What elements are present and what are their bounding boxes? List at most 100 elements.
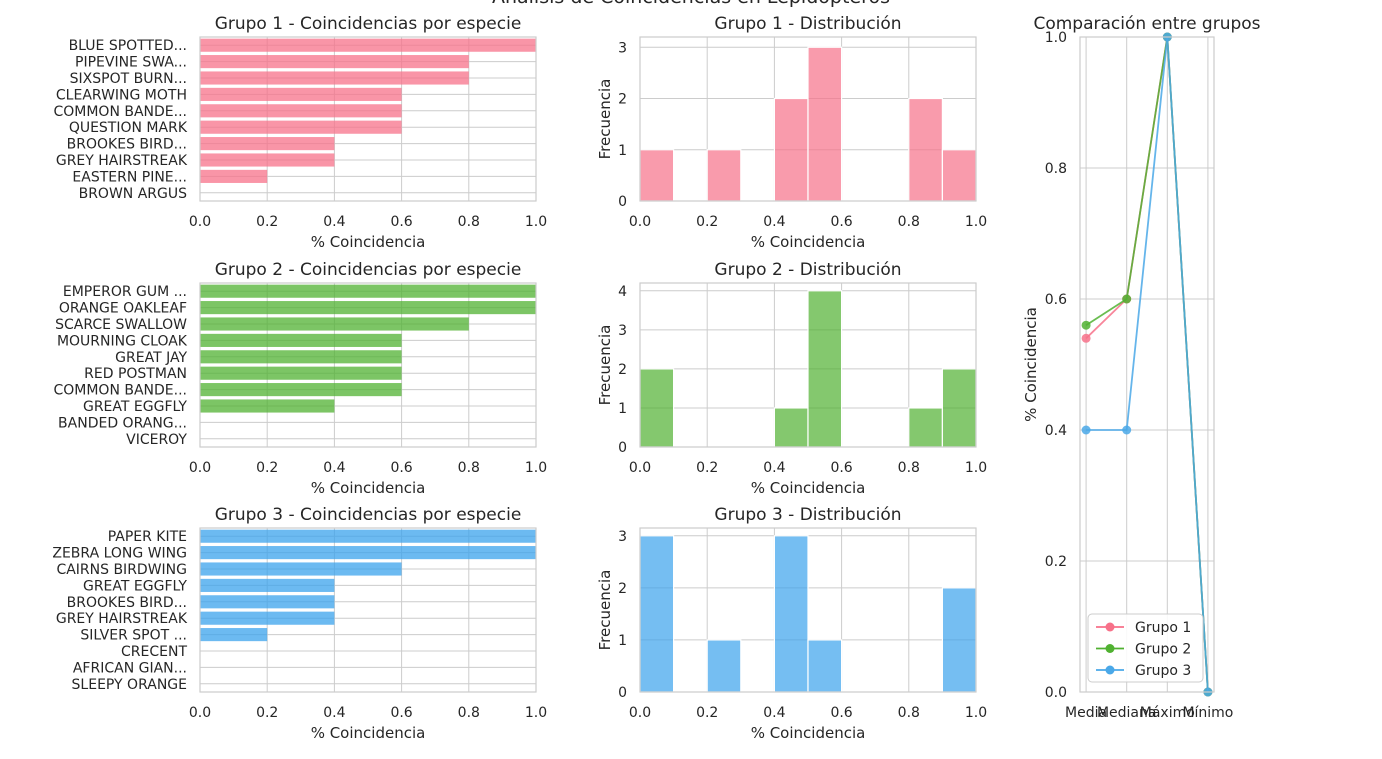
x-tick-label: 0.8: [458, 705, 480, 721]
y-tick-label: 3: [618, 40, 627, 56]
x-axis-label: % Coincidencia: [311, 233, 426, 251]
x-tick-label: 0.0: [189, 214, 211, 230]
category-label: CLEARWING MOTH: [56, 87, 187, 103]
category-label: SILVER SPOT ...: [80, 628, 187, 644]
bar: [200, 55, 469, 69]
x-tick-label: 0.2: [696, 460, 718, 476]
x-tick-label: 1.0: [965, 460, 987, 476]
legend-swatch-marker: [1105, 665, 1115, 675]
x-tick-label: Máximo: [1140, 705, 1195, 721]
x-tick-label: 0.8: [898, 214, 920, 230]
y-tick-label: 0.4: [1045, 423, 1067, 439]
x-tick-label: 1.0: [525, 460, 547, 476]
bar: [200, 628, 268, 642]
y-axis-label: Frecuencia: [596, 570, 614, 651]
x-tick-label: Media: [1065, 705, 1107, 721]
bar: [200, 578, 335, 592]
y-tick-label: 0.2: [1045, 554, 1067, 570]
x-tick-label: 0.8: [458, 214, 480, 230]
series-point: [1081, 333, 1091, 343]
category-label: ZEBRA LONG WING: [52, 546, 187, 562]
category-label: CRECENT: [121, 644, 187, 660]
x-tick-label: 0.0: [629, 705, 651, 721]
bar: [200, 38, 536, 52]
x-axis-label: % Coincidencia: [311, 479, 426, 497]
histogram-bar: [908, 407, 943, 448]
category-label: BROOKES BIRD...: [67, 595, 187, 611]
histogram-bar: [908, 97, 943, 202]
x-tick-label: Mínimo: [1182, 705, 1233, 721]
x-tick-label: Mediana: [1097, 705, 1157, 721]
histogram-bar: [773, 97, 809, 202]
legend-box: [1087, 613, 1204, 683]
y-tick-label: 3: [618, 323, 627, 339]
legend-swatch-marker: [1105, 644, 1115, 653]
category-label: BANDED ORANG...: [58, 415, 187, 431]
bar-panel-grupo2: 0.0 0.2 0.4 0.6 0.8 1.0 EMPEROR GUM ...ORANGE …: [53, 260, 547, 497]
axes-frame: [639, 282, 977, 448]
histogram-bar: [941, 587, 977, 693]
y-tick-label: 2: [618, 92, 627, 108]
x-tick-label: 0.8: [898, 460, 920, 476]
y-tick-label: 4: [618, 284, 627, 300]
bar: [200, 104, 402, 118]
x-tick-label: 0.2: [696, 214, 718, 230]
x-tick-label: 0.2: [256, 460, 278, 476]
panel-title: Grupo 2 - Distribución: [714, 260, 901, 280]
y-tick-label: 1: [618, 401, 627, 417]
panel-title: Grupo 3 - Distribución: [714, 505, 901, 525]
axes-frame: [639, 527, 977, 693]
x-tick-label: 0.8: [458, 460, 480, 476]
y-tick-label: 2: [618, 581, 627, 597]
category-label: MOURNING CLOAK: [57, 333, 188, 349]
histogram-bar: [941, 368, 977, 448]
y-axis-label: Frecuencia: [596, 325, 614, 406]
histogram-bar: [639, 149, 675, 202]
y-tick-label: 0.0: [1045, 685, 1067, 701]
panel-title: Comparación entre grupos: [1033, 14, 1260, 34]
bar-panel-grupo1: 0.0 0.2 0.4 0.6 0.8 1.0 BLUE SPOTTED...PIPEVIN…: [53, 14, 547, 251]
series-point: [1122, 425, 1132, 435]
category-label: PAPER KITE: [108, 529, 187, 545]
category-label: PIPEVINE SWA...: [75, 55, 187, 71]
bar: [200, 595, 335, 609]
category-label: SLEEPY ORANGE: [72, 677, 187, 693]
x-tick-label: 0.2: [256, 214, 278, 230]
y-tick-label: 0.8: [1045, 161, 1067, 177]
histogram-bar: [706, 639, 742, 693]
x-axis-label: % Coincidencia: [751, 724, 866, 742]
x-tick-label: 0.4: [763, 460, 785, 476]
x-axis-label: % Coincidencia: [751, 233, 866, 251]
category-label: SCARCE SWALLOW: [55, 317, 187, 333]
panel-title: Grupo 3 - Coincidencias por especie: [215, 505, 522, 525]
series-point: [1081, 320, 1091, 330]
category-label: COMMON BANDE...: [53, 383, 187, 399]
figure-suptitle: Análisis de Coincidencias en Lepidóptero…: [492, 0, 890, 8]
category-label: GREAT EGGFLY: [83, 578, 187, 594]
bar: [200, 562, 402, 576]
category-label: SIXSPOT BURN...: [70, 71, 187, 87]
axes-frame: [639, 36, 977, 202]
bar: [200, 137, 335, 151]
bar: [200, 529, 536, 543]
series-point: [1122, 294, 1132, 304]
y-tick-label: 1: [618, 143, 627, 159]
y-tick-label: 2: [618, 362, 627, 378]
series-line: [1085, 36, 1209, 693]
category-label: GREAT EGGFLY: [83, 399, 187, 415]
y-tick-label: 0: [618, 440, 627, 456]
bar: [200, 611, 335, 625]
x-tick-label: 0.2: [696, 705, 718, 721]
x-tick-label: 1.0: [965, 214, 987, 230]
y-tick-label: 1: [618, 633, 627, 649]
charts-container: 0.0 0.2 0.4 0.6 0.8 1.0 BLUE SPOTTED...PIPEVIN…: [52, 14, 1260, 742]
bar: [200, 333, 402, 347]
x-tick-label: 1.0: [965, 705, 987, 721]
category-label: GREAT JAY: [115, 350, 187, 366]
y-tick-label: 3: [618, 529, 627, 545]
x-tick-label: 0.4: [323, 460, 345, 476]
bar: [200, 153, 335, 167]
x-tick-label: 0.8: [898, 705, 920, 721]
